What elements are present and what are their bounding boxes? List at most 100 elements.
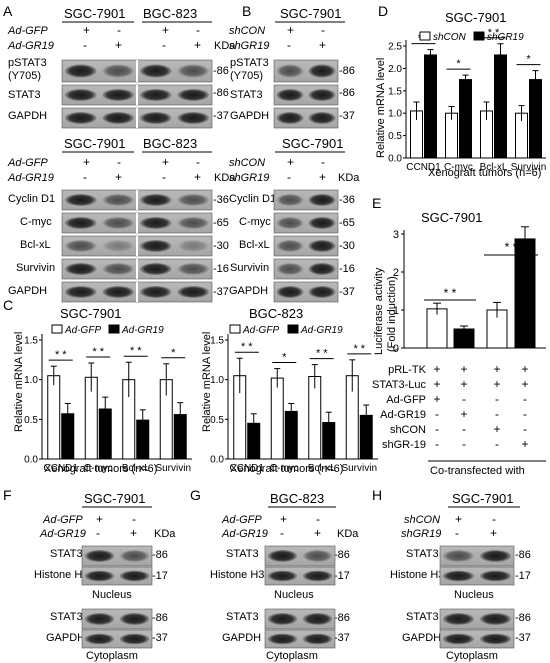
blot-band xyxy=(65,112,97,124)
row-label-shgr19: shGR19 xyxy=(401,528,441,540)
protein-label-pstat3: pSTAT3 xyxy=(230,57,269,69)
mw-37: -37 xyxy=(334,632,350,644)
cell-label-bgc823: BGC-823 xyxy=(143,6,197,21)
row-label-shcon: shCON xyxy=(229,157,265,169)
x-tick-label: C-myc xyxy=(444,162,473,173)
sign: - xyxy=(287,38,291,52)
legend-swatch xyxy=(229,324,241,334)
mw-86: -86 xyxy=(213,87,229,99)
sign: + xyxy=(319,38,326,52)
sign: + xyxy=(287,155,294,169)
row-label-ad-gr19: Ad-GR19 xyxy=(7,40,54,52)
table-sign: + xyxy=(493,422,500,436)
mw-65: -65 xyxy=(213,217,229,229)
fraction-label-nucleus: Nucleus xyxy=(454,589,494,601)
y-tick-label: 2.5 xyxy=(388,42,402,53)
blot-band xyxy=(442,613,475,625)
blot-band xyxy=(302,550,333,562)
sign: - xyxy=(455,526,459,540)
table-sign: + xyxy=(521,362,528,376)
blot-band xyxy=(102,64,134,78)
blot-band xyxy=(65,89,97,101)
blot-band xyxy=(479,550,512,562)
significance-marker: * xyxy=(171,347,176,359)
mw-65: -65 xyxy=(339,217,355,229)
panel-a: A SGC-7901 BGC-823 Ad-GFP Ad-GR19 + - + … xyxy=(3,3,236,303)
protein-label-c-myc: C-myc xyxy=(239,216,271,228)
blot-band xyxy=(102,217,134,229)
cell-label-sgc7901: SGC-7901 xyxy=(282,136,343,151)
table-sign: + xyxy=(460,407,467,421)
kda-label: KDa xyxy=(154,528,176,540)
y-axis-label: Relative mRNA level xyxy=(375,58,387,158)
x-tick-label: Bcl-xL xyxy=(480,162,508,173)
sign: + xyxy=(194,38,201,52)
table-sign: + xyxy=(433,392,440,406)
transfection-table: pRL-TK + + + +STAT3-Luc + + + +Ad-GFP + - - -Ad-GR19… xyxy=(372,362,529,451)
cell-label-sgc7901: SGC-7901 xyxy=(64,6,125,21)
blot-band xyxy=(308,286,336,298)
mw-37: -37 xyxy=(339,286,355,298)
panel-label-c: C xyxy=(3,297,13,313)
protein-label-cyclin-d1: Cyclin D1 xyxy=(8,193,55,205)
sign: - xyxy=(83,38,87,52)
mw-30: -30 xyxy=(339,240,355,252)
table-sign: - xyxy=(462,422,466,436)
panel-label-d: D xyxy=(378,3,388,19)
sign: - xyxy=(117,23,121,37)
blot-band xyxy=(65,240,97,252)
mw-86: -86 xyxy=(515,612,531,624)
protein-label-survivin: Survivin xyxy=(16,262,55,274)
blot-band xyxy=(102,194,134,206)
protein-label-y705: (Y705) xyxy=(230,70,263,82)
panel-e: E SGC-7901 Luciferase activity (Fold ind… xyxy=(372,195,546,477)
table-sign: - xyxy=(495,437,499,451)
protein-label-c-myc: C-myc xyxy=(20,216,52,228)
protein-label-stat3: STAT3 xyxy=(406,611,439,623)
significance-marker: * * xyxy=(130,345,142,357)
blot-band xyxy=(276,112,304,124)
kda-label: KDa xyxy=(214,40,236,52)
protein-label-bcl-xl: Bcl-xL xyxy=(20,239,51,251)
sign: - xyxy=(287,170,291,184)
western-blot xyxy=(439,545,515,649)
y-tick-label: 2 xyxy=(393,267,399,279)
row-label-ad-gfp: Ad-GFP xyxy=(42,514,83,526)
sign: + xyxy=(130,526,137,540)
y-axis-label: Relative mRNA level xyxy=(13,332,25,432)
blot-band xyxy=(84,570,115,582)
y-tick-label: 1.5 xyxy=(210,336,224,347)
protein-label-stat3: STAT3 xyxy=(8,89,41,101)
y-tick-label: 2.0 xyxy=(388,64,402,75)
significance-marker: * * xyxy=(444,286,457,300)
fraction-label-cytoplasm: Cytoplasm xyxy=(266,650,318,662)
x-tick-label: C-myc xyxy=(270,463,299,474)
cell-label-bgc823: BGC-823 xyxy=(143,136,197,151)
blot-band xyxy=(302,570,333,582)
blot-band xyxy=(177,64,209,78)
bar xyxy=(270,377,284,460)
y-tick-label: 0.0 xyxy=(210,455,224,466)
chart-title: SGC-7901 xyxy=(445,10,506,25)
legend-label: Ad-GR19 xyxy=(121,325,164,336)
legend-label: Ad-GFP xyxy=(64,325,101,336)
table-sign: - xyxy=(435,422,439,436)
table-row-label: Ad-GR19 xyxy=(380,409,426,421)
protein-label-pstat3: pSTAT3 xyxy=(8,57,47,69)
table-sign: - xyxy=(435,437,439,451)
blot-band xyxy=(442,550,475,562)
protein-label-survivin: Survivin xyxy=(230,262,269,274)
mw-86: -86 xyxy=(334,549,350,561)
western-blot xyxy=(264,545,336,649)
row-label-ad-gr19: Ad-GR19 xyxy=(7,172,54,184)
mw-86: -86 xyxy=(515,549,531,561)
kda-label: KDa xyxy=(214,172,236,184)
protein-label-stat3: STAT3 xyxy=(406,548,439,560)
protein-label-histone-h3: Histone H3 xyxy=(34,569,88,581)
chart-title: SGC-7901 xyxy=(60,306,121,321)
cell-label-sgc7901: SGC-7901 xyxy=(64,136,125,151)
table-sign: - xyxy=(523,392,527,406)
mw-86: -86 xyxy=(339,87,355,99)
x-tick-label: CCND1 xyxy=(230,463,265,474)
blot-band xyxy=(102,286,134,298)
